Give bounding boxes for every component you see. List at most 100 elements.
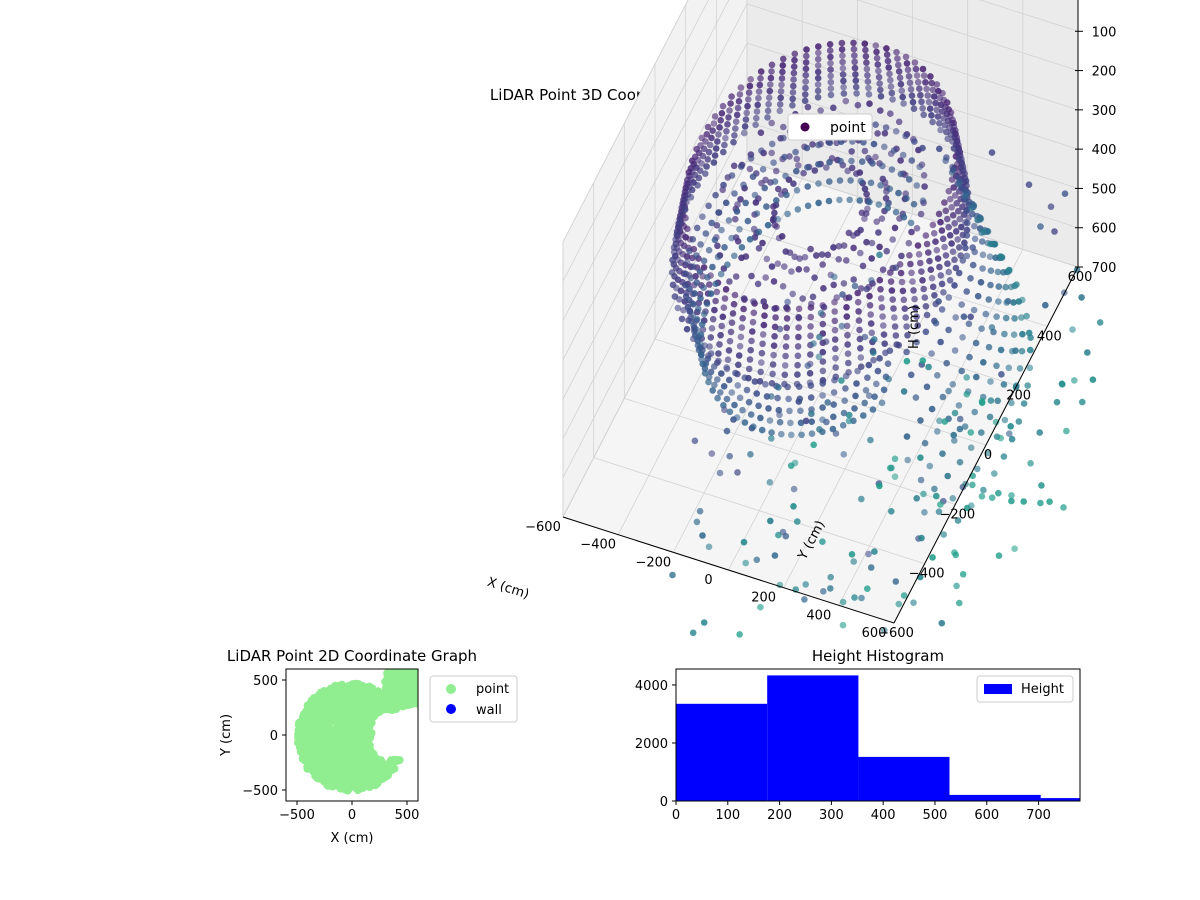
scatter-3d-point (848, 157, 855, 165)
scatter-3d-point (880, 322, 887, 329)
grid-line-left-z (562, 0, 689, 243)
scatter-3d-point (884, 360, 892, 368)
scatter-3d-point (759, 340, 766, 348)
scatter-3d-point (902, 132, 909, 140)
scatter-3d-point (814, 94, 822, 101)
scatter-2d-point (399, 669, 408, 677)
scatter-3d-point (925, 98, 933, 106)
scatter-3d-point (732, 125, 739, 132)
scatter-3d-point (1019, 296, 1026, 304)
scatter-3d-point (915, 251, 923, 258)
scatter-3d-point (1078, 294, 1085, 301)
scatter-3d-point (903, 433, 911, 440)
scatter-3d-point (735, 98, 743, 105)
scatter-3d-point (835, 255, 842, 263)
scatter-3d-point (778, 75, 786, 82)
scatter-3d-point (852, 392, 859, 400)
scatter-3d-point (813, 252, 820, 259)
scatter-3d-point (934, 113, 942, 120)
scatter-3d-point (971, 235, 979, 243)
scatter-3d-point (917, 417, 924, 424)
scatter-3d-point (856, 335, 864, 343)
scatter-3d-point (920, 111, 927, 119)
scatter-3d-point (838, 377, 845, 384)
scatter-2d-point (323, 781, 332, 790)
scatter-3d-point (960, 313, 968, 321)
scatter-3d-point (909, 98, 917, 106)
scatter-3d-point (705, 246, 713, 254)
scatter-3d-point (819, 358, 827, 365)
scatter-3d-point (881, 130, 889, 137)
x-tick-label-histogram: 100 (715, 808, 740, 823)
scatter-2d-point (377, 773, 386, 782)
scatter-3d-point (856, 326, 863, 334)
scatter-3d-point (707, 350, 715, 357)
x-tick-label-2d: −500 (279, 808, 315, 823)
scatter-3d-point (703, 163, 710, 170)
scatter-2d-point (311, 717, 320, 726)
scatter-3d-point (678, 315, 686, 323)
scatter-3d-point (819, 404, 826, 411)
scatter-3d-point (917, 210, 925, 218)
scatter-3d-point (833, 294, 840, 301)
scatter-3d-point (987, 240, 994, 248)
scatter-3d-point (795, 383, 803, 391)
scatter-3d-point (674, 304, 682, 312)
scatter-3d-point (766, 479, 774, 486)
scatter-3d-point (917, 476, 925, 484)
scatter-3d-point (725, 114, 732, 121)
scatter-3d-point (705, 543, 713, 551)
scatter-3d-point (865, 550, 872, 558)
scatter-3d-point (876, 80, 883, 87)
scatter-3d-point (909, 278, 916, 285)
scatter-3d-point (897, 80, 905, 88)
scatter-3d-point (700, 264, 708, 271)
scatter-3d-point (900, 296, 908, 304)
scatter-3d-point (922, 232, 930, 239)
scatter-3d-point (790, 180, 797, 187)
scatter-3d-point (856, 197, 863, 204)
scatter-3d-point (937, 338, 944, 346)
scatter-3d-point (710, 159, 718, 166)
scatter-3d-point (1025, 329, 1033, 337)
scatter-3d-point (961, 239, 968, 247)
scatter-3d-point (760, 321, 768, 329)
scatter-2d-point (337, 742, 346, 751)
scatter-3d-point (974, 292, 982, 300)
scatter-3d-point (1008, 497, 1015, 505)
scatter-3d-point (844, 341, 851, 348)
scatter-3d-point (905, 176, 913, 183)
scatter-3d-point (919, 105, 926, 112)
scatter-3d-point (827, 585, 834, 592)
scatter-3d-point (709, 387, 716, 394)
scatter-3d-point (854, 289, 861, 297)
scatter-3d-point (764, 107, 772, 115)
scatter-3d-point (751, 191, 759, 199)
scatter-3d-point (732, 215, 739, 223)
scatter-3d-point (865, 392, 873, 400)
scatter-3d-point (857, 345, 864, 352)
scatter-3d-point (755, 94, 762, 102)
scatter-3d-point (911, 138, 918, 145)
scatter-3d-point (942, 207, 950, 215)
scatter-3d-point (944, 260, 951, 268)
scatter-3d-point (846, 196, 853, 204)
scatter-3d-point (815, 141, 822, 149)
scatter-3d-point (850, 244, 857, 252)
scatter-3d-point (838, 46, 846, 53)
scatter-3d-point (724, 356, 732, 364)
scatter-3d-point (955, 244, 963, 251)
scatter-3d-point (843, 322, 851, 330)
scatter-3d-point (683, 198, 690, 206)
scatter-3d-point (995, 552, 1003, 559)
scatter-3d-point (827, 66, 834, 73)
scatter-3d-point (819, 261, 826, 268)
scatter-3d-point (682, 270, 690, 278)
scatter-3d-point (899, 151, 907, 159)
scatter-3d-point (725, 217, 733, 224)
scatter-3d-point (781, 263, 788, 270)
scatter-3d-point (830, 413, 837, 421)
scatter-3d-point (921, 183, 928, 190)
scatter-3d-point (913, 182, 921, 189)
scatter-3d-point (741, 123, 749, 130)
